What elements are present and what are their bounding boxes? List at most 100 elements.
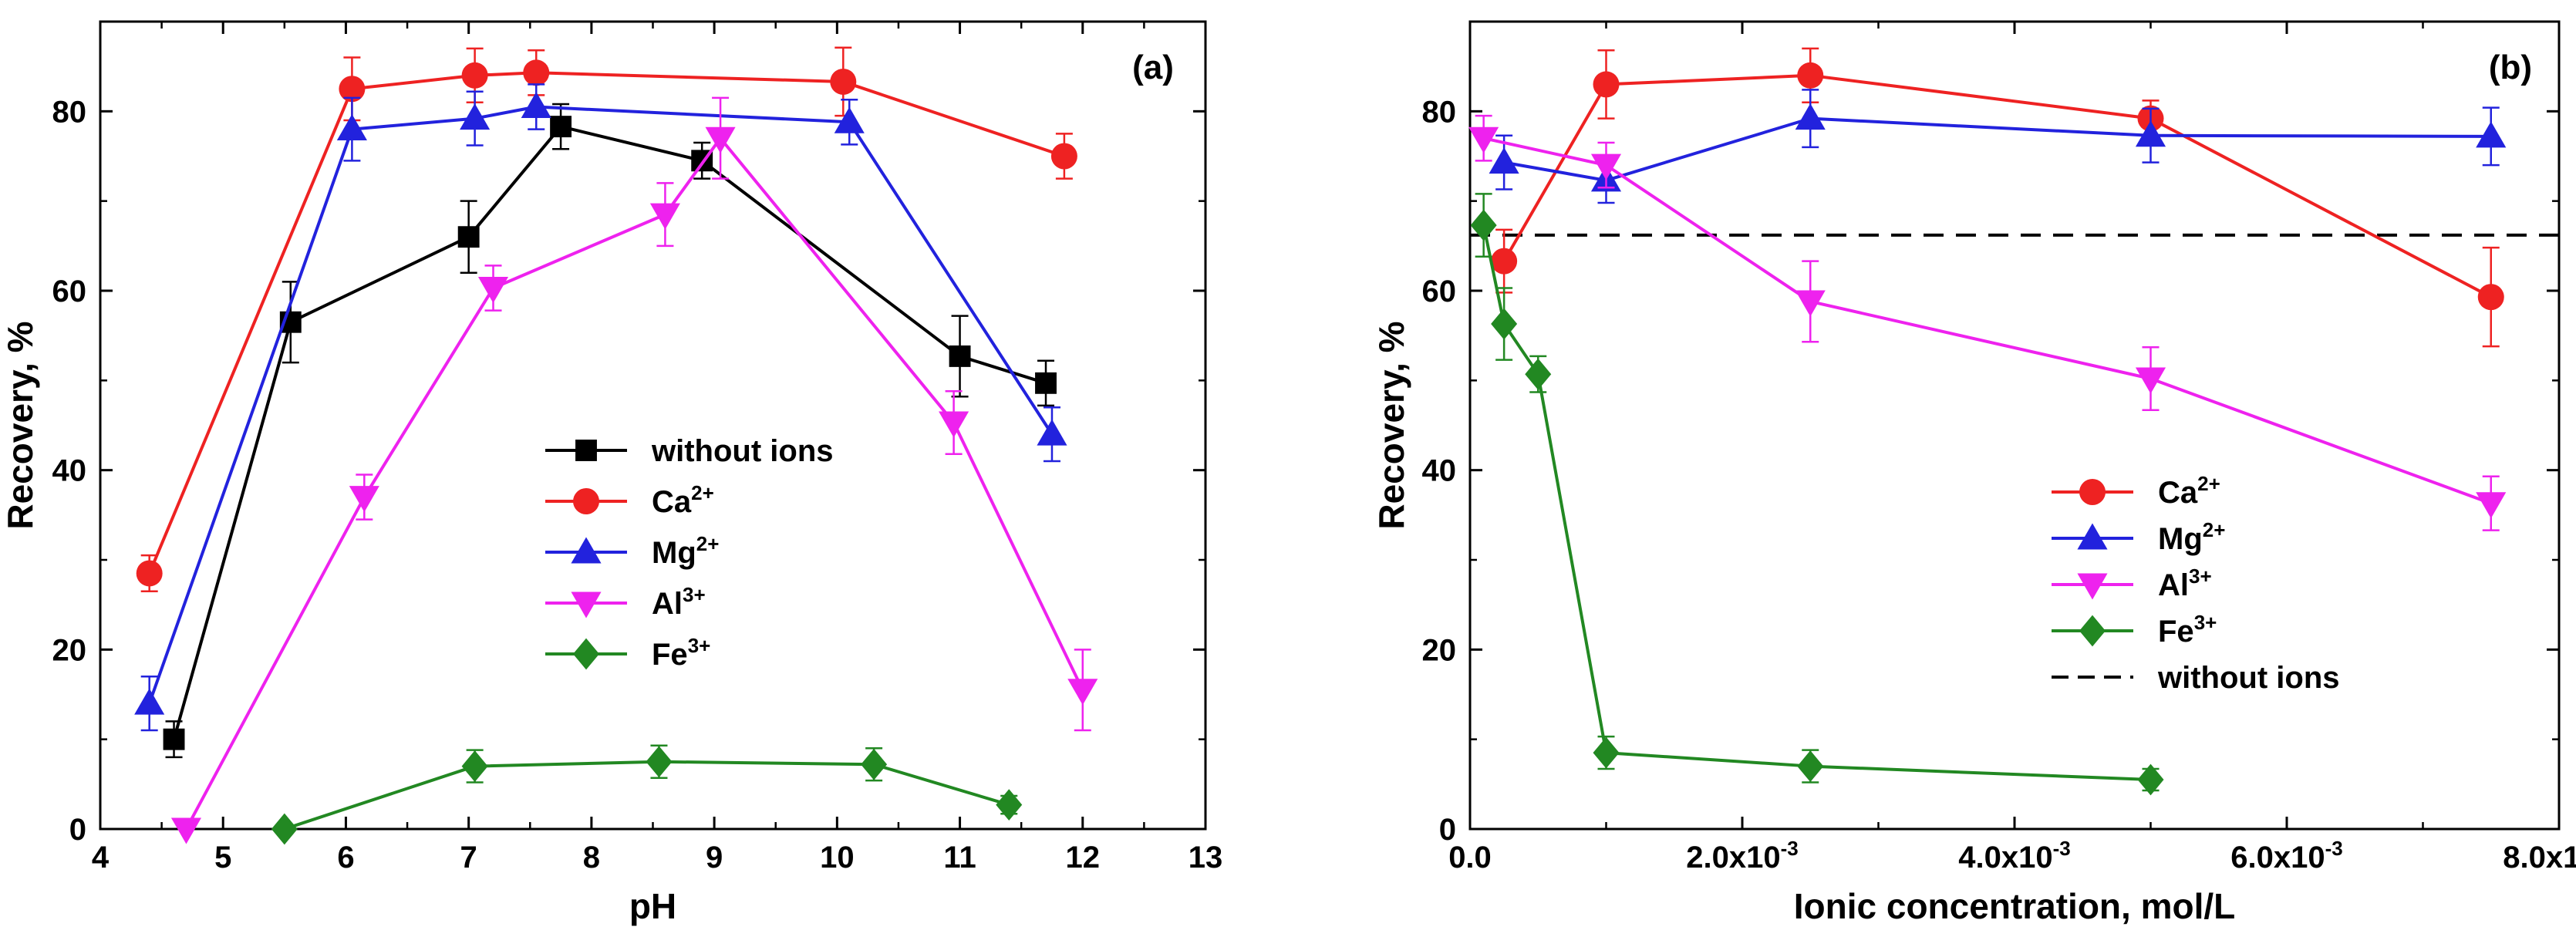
data-point-fe (2137, 763, 2164, 796)
series-line-al (184, 136, 1084, 830)
data-point-fe (461, 750, 488, 782)
y-tick-label: 40 (52, 454, 87, 488)
legend-swatch-marker (571, 591, 602, 618)
series-line-ca (1502, 73, 2492, 298)
data-point-fe (1797, 750, 1824, 782)
data-point-al (649, 203, 680, 230)
data-point-ca (830, 68, 857, 95)
x-tick-label: 8.0x10-3 (2503, 837, 2576, 875)
series-without-ions (163, 103, 1057, 759)
data-point-mg (2476, 121, 2507, 148)
y-tick-label: 80 (52, 95, 87, 129)
x-tick-label: 6 (337, 841, 354, 875)
legend-swatch-marker (573, 488, 599, 514)
x-tick-label: 10 (820, 841, 855, 875)
data-point-al (170, 817, 202, 844)
data-point-without-ions (550, 116, 572, 138)
y-tick-label: 80 (1422, 95, 1457, 129)
legend-label: Ca2+ (652, 481, 714, 519)
data-point-al (1590, 153, 1622, 180)
data-point-al (349, 486, 379, 513)
y-tick-label: 0 (1439, 813, 1456, 847)
legend-label: Ca2+ (2158, 472, 2220, 510)
data-point-mg (336, 114, 367, 141)
data-point-ca (339, 76, 366, 103)
plot-frame (1468, 20, 2561, 831)
data-point-fe (1525, 358, 1552, 390)
x-tick-label: 7 (460, 841, 477, 875)
y-tick-label: 20 (52, 633, 87, 667)
legend-swatch-marker (2077, 573, 2108, 600)
x-axis-title: Ionic concentration, mol/L (1794, 886, 2235, 926)
legend: Ca2+ Mg2+ Al3+ Fe3+ without ions (2052, 472, 2340, 695)
y-tick-label: 20 (1422, 633, 1457, 667)
series-line-ca (147, 71, 1065, 575)
x-tick-label: 4 (92, 841, 110, 875)
legend-swatch-marker (573, 638, 599, 670)
data-point-fe (861, 748, 888, 780)
data-point-al (2135, 367, 2166, 394)
legend-swatch-marker (571, 537, 602, 564)
series-ca (136, 46, 1077, 592)
legend-swatch-marker (2079, 479, 2106, 505)
x-tick-label: 9 (706, 841, 723, 875)
series-ca (1491, 47, 2504, 348)
data-point-al (2476, 492, 2507, 519)
series-line-fe (1482, 224, 2151, 782)
data-point-ca (1491, 248, 1518, 275)
data-point-ca (1797, 62, 1824, 89)
data-point-mg (1037, 419, 1067, 446)
y-tick-label: 60 (52, 275, 87, 308)
data-point-fe (271, 813, 298, 845)
plot-frame (99, 20, 1207, 831)
y-tick-label: 40 (1422, 454, 1457, 488)
data-point-without-ions (949, 345, 971, 367)
legend-label: Al3+ (2158, 564, 2212, 602)
data-point-ca (461, 62, 488, 89)
series-mg (134, 83, 1067, 732)
data-point-fe (1491, 308, 1518, 340)
data-point-fe (1593, 736, 1620, 769)
data-point-al (1468, 126, 1499, 153)
panel-label: (b) (2489, 49, 2532, 86)
legend-label: Al3+ (652, 583, 706, 621)
data-point-without-ions (457, 226, 480, 248)
panel-label: (a) (1132, 49, 1174, 86)
series-fe (1470, 193, 2164, 796)
x-axis-title: pH (629, 886, 676, 926)
data-point-ca (1050, 143, 1077, 170)
series-line-mg (147, 105, 1054, 704)
data-point-ca (523, 59, 550, 86)
legend: without ions Ca2+ Mg2+ Al3+ Fe3+ (545, 434, 834, 672)
data-point-al (705, 126, 736, 153)
x-tick-label: 13 (1189, 841, 1223, 875)
data-point-mg (134, 688, 165, 715)
legend-swatch-marker (575, 440, 597, 461)
legend-swatch-marker (2077, 523, 2108, 550)
legend-label: Fe3+ (652, 634, 710, 672)
series-line-al (1483, 136, 2492, 505)
data-point-ca (136, 560, 163, 587)
panel-b-chart: 0.0 2.0x10-3 4.0x10-3 6.0x10-3 8.0x10-3 0 20 40… (1371, 20, 2576, 926)
x-tick-label: 12 (1066, 841, 1101, 875)
data-point-al (477, 277, 509, 304)
x-tick-label: 2.0x10-3 (1686, 837, 1798, 875)
data-point-without-ions (163, 728, 185, 750)
legend-label: Mg2+ (2158, 518, 2225, 556)
data-point-mg (1795, 103, 1826, 130)
series-line-without-ions (172, 125, 1047, 740)
data-point-ca (2477, 284, 2504, 311)
series-fe (271, 744, 1023, 845)
legend-label: Fe3+ (2158, 611, 2217, 649)
series-al (170, 96, 1098, 844)
series-line-fe (284, 760, 1010, 831)
x-tick-label: 0.0 (1448, 841, 1492, 875)
x-tick-label: 11 (943, 841, 976, 875)
y-axis-title: Recovery, % (1371, 321, 1411, 529)
data-point-fe (646, 746, 673, 778)
data-point-fe (1470, 209, 1497, 241)
y-tick-label: 0 (69, 813, 86, 847)
data-point-mg (1489, 147, 1519, 174)
data-point-mg (2135, 120, 2166, 147)
